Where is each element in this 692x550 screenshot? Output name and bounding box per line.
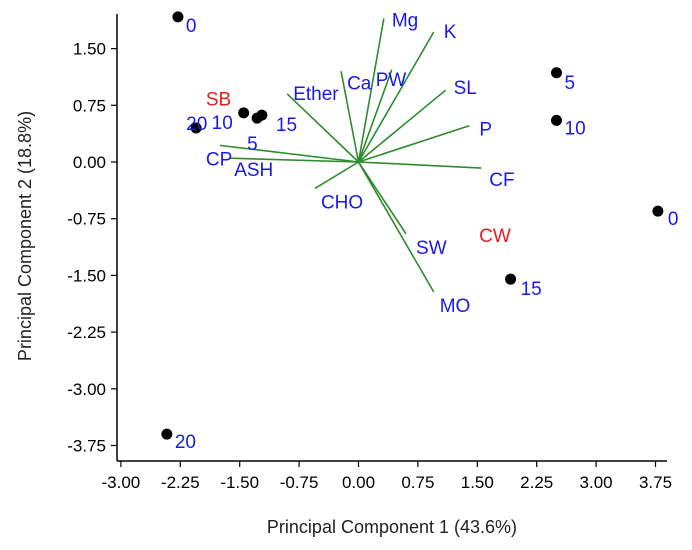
x-tick-label: 3.00 bbox=[580, 473, 613, 492]
score-point bbox=[652, 205, 664, 217]
score-point bbox=[172, 11, 184, 23]
x-tick-label: -2.25 bbox=[161, 473, 200, 492]
score-point bbox=[161, 428, 173, 440]
x-tick-label: 3.75 bbox=[639, 473, 672, 492]
group-label-sb: SB bbox=[206, 90, 231, 111]
vector-label-pw: PW bbox=[376, 70, 407, 91]
point-label: 10 bbox=[565, 118, 586, 139]
vector-cf bbox=[358, 161, 482, 169]
vector-label-k: K bbox=[444, 22, 457, 43]
axes: -3.00 -2.25 -1.50 -0.75 0.00 0.75 1.50 2.25 3.00… bbox=[67, 14, 672, 492]
x-tick-label: 0.75 bbox=[401, 473, 434, 492]
x-tick-label: 1.50 bbox=[461, 473, 494, 492]
point-label: 5 bbox=[247, 134, 258, 155]
vector-label-sw: SW bbox=[416, 238, 447, 259]
point-label: 20 bbox=[175, 432, 196, 453]
point-label: 0 bbox=[668, 209, 679, 230]
y-tick-label: -0.75 bbox=[67, 210, 106, 229]
score-point bbox=[551, 67, 562, 79]
vector-p bbox=[358, 124, 470, 163]
vector-label-cf: CF bbox=[489, 170, 514, 191]
point-label: 10 bbox=[212, 113, 233, 134]
y-tick-label: 1.50 bbox=[73, 40, 106, 59]
vector-k bbox=[357, 31, 435, 163]
y-tick-label: -3.00 bbox=[67, 380, 106, 399]
group-label-cw: CW bbox=[479, 226, 511, 247]
vector-cp bbox=[219, 144, 359, 163]
x-tick-label: -0.75 bbox=[280, 473, 319, 492]
y-tick-label: -1.50 bbox=[67, 266, 106, 285]
point-label: 20 bbox=[186, 114, 207, 135]
vector-label-mo: MO bbox=[440, 296, 471, 317]
score-point bbox=[190, 122, 202, 134]
vector-mo bbox=[357, 161, 435, 293]
loading-vectors bbox=[219, 18, 482, 293]
point-label: 15 bbox=[276, 115, 297, 136]
x-tick-label: -3.00 bbox=[102, 473, 141, 492]
y-tick-label: -2.25 bbox=[67, 323, 106, 342]
point-label: 15 bbox=[521, 279, 542, 300]
vector-label-cho: CHO bbox=[321, 192, 363, 213]
vector-ash bbox=[230, 157, 359, 163]
vector-ca bbox=[340, 71, 360, 163]
x-tick-label: 2.25 bbox=[520, 473, 553, 492]
x-tick-label: -1.50 bbox=[220, 473, 259, 492]
vector-mg bbox=[357, 18, 385, 163]
vector-label-mg: Mg bbox=[392, 10, 418, 31]
y-tick-label: -3.75 bbox=[67, 437, 106, 456]
score-point bbox=[256, 109, 268, 121]
point-label: 5 bbox=[565, 73, 576, 94]
y-axis-title: Principal Component 2 (18.8%) bbox=[15, 111, 35, 361]
vector-label-sl: SL bbox=[454, 78, 477, 99]
vector-sw bbox=[357, 161, 407, 235]
vector-label-ash: ASH bbox=[234, 160, 273, 181]
vector-label-p: P bbox=[479, 120, 492, 141]
vector-label-ether: Ether bbox=[293, 84, 339, 105]
score-point bbox=[551, 114, 562, 126]
vector-sl bbox=[357, 89, 447, 163]
vector-label-cp: CP bbox=[206, 149, 232, 170]
y-tick-label: 0.00 bbox=[73, 153, 106, 172]
vector-ether bbox=[286, 93, 360, 163]
score-points bbox=[161, 11, 664, 440]
point-label: 0 bbox=[186, 16, 197, 37]
x-axis-title: Principal Component 1 (43.6%) bbox=[267, 517, 517, 537]
vector-pw bbox=[357, 69, 393, 163]
score-point bbox=[505, 273, 517, 285]
vector-cho bbox=[314, 161, 359, 190]
score-point bbox=[238, 107, 250, 119]
vector-label-ca: Ca bbox=[347, 73, 372, 94]
x-tick-label: 0.00 bbox=[342, 473, 375, 492]
y-tick-label: 0.75 bbox=[73, 96, 106, 115]
